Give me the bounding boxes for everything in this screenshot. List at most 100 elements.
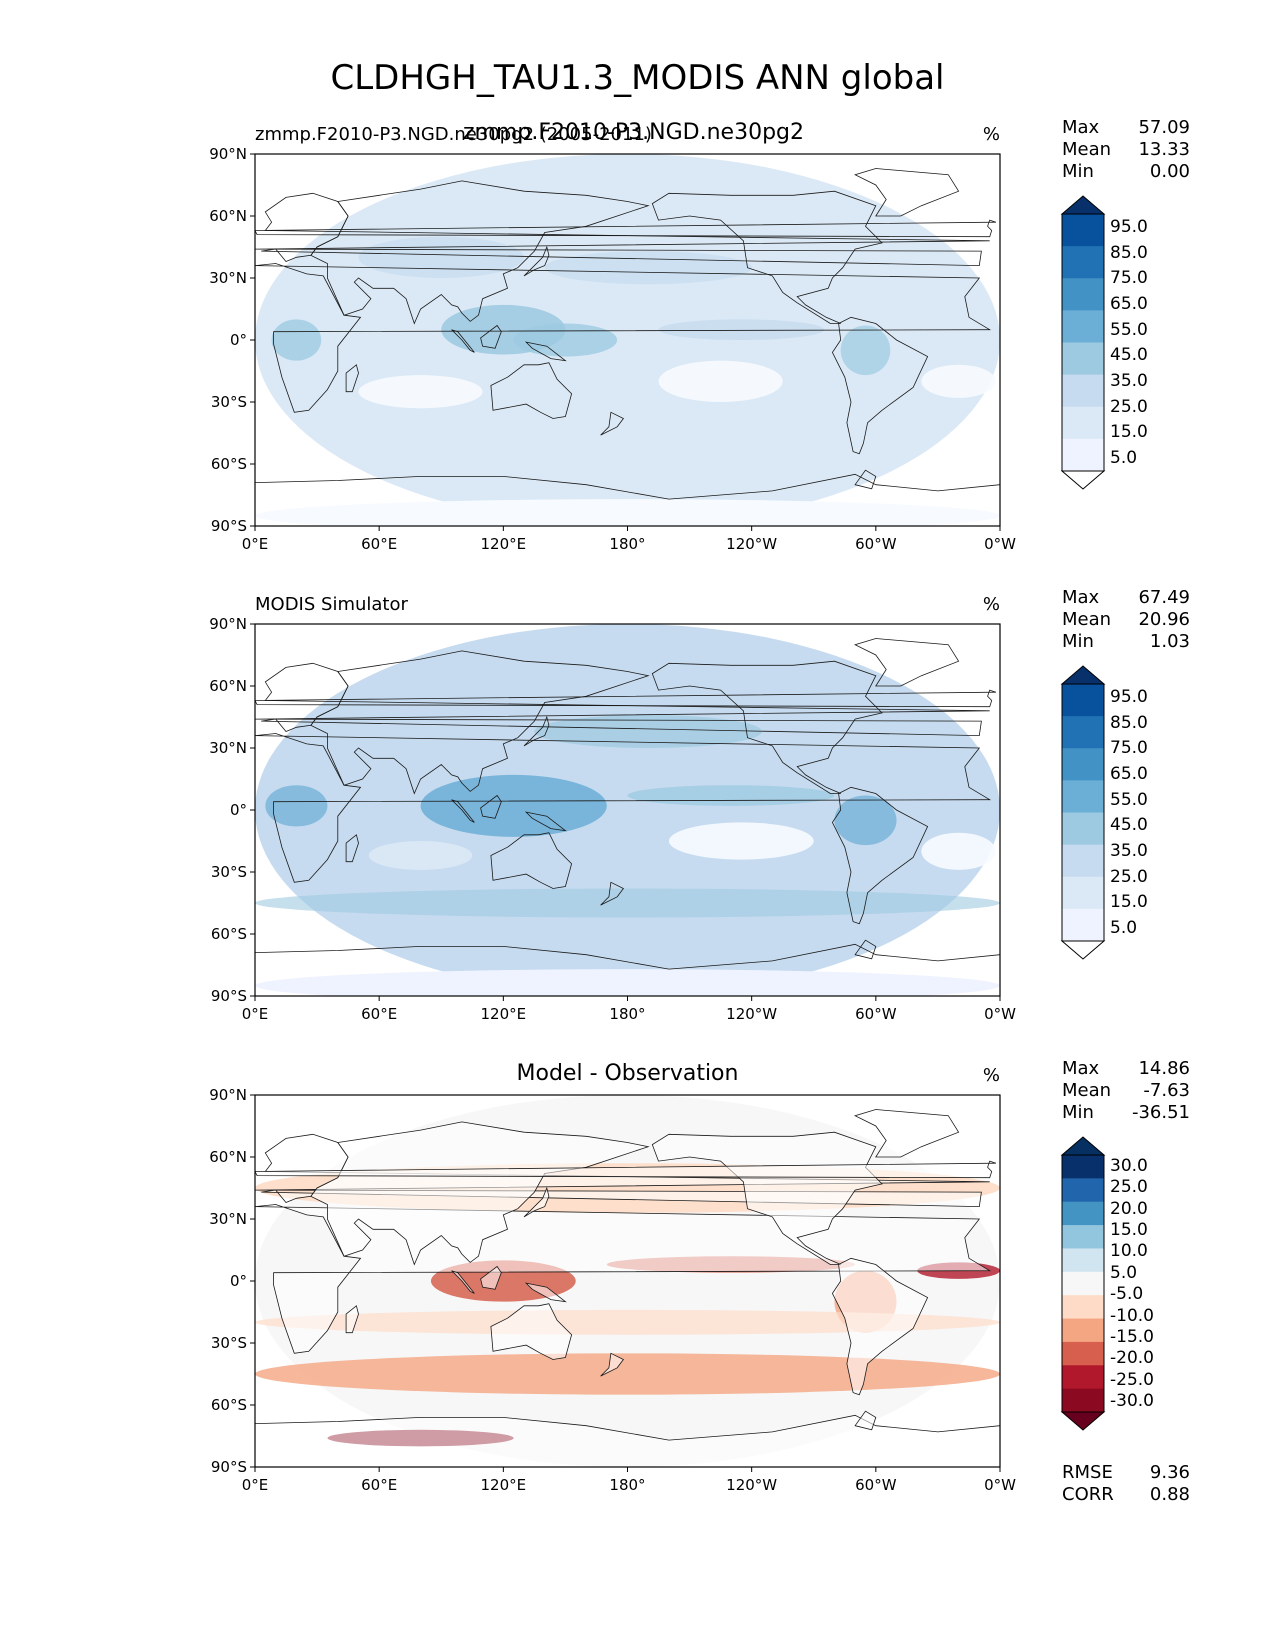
stat-value: -36.51 — [1131, 1102, 1190, 1123]
panel-center-title: zmmp.F2010-P3.NGD.ne30pg2 — [462, 120, 805, 145]
coastline-africa — [255, 1204, 992, 1354]
colorbar-swatch — [1062, 246, 1104, 279]
y-tick-label: 30°N — [209, 739, 247, 757]
field-band — [658, 319, 825, 340]
stat-label: Max — [1062, 117, 1100, 138]
field-band — [834, 795, 897, 846]
coastline-greenland — [854, 168, 960, 217]
coastline-borneo — [480, 324, 502, 349]
field-band — [420, 774, 607, 837]
x-tick-label: 180° — [609, 1005, 646, 1023]
y-tick-label: 0° — [229, 1272, 247, 1290]
bottom-stat-value: 0.88 — [1149, 1484, 1190, 1505]
panel-units: % — [982, 594, 1000, 615]
stat-label: Min — [1062, 631, 1094, 652]
colorbar-swatch — [1062, 278, 1104, 311]
stat-label: Mean — [1062, 1080, 1112, 1101]
colorbar-frame — [1061, 1154, 1105, 1413]
colorbar-difference — [1060, 1136, 1106, 1431]
colorbar-frame — [1061, 213, 1105, 472]
y-tick-label: 30°S — [210, 863, 247, 881]
colorbar-swatch — [1062, 1225, 1104, 1249]
stat-value: 13.33 — [1138, 139, 1190, 160]
coastline-madagascar — [345, 364, 359, 393]
x-tick-label: 120°E — [480, 535, 527, 553]
y-tick-label: 60°S — [210, 925, 247, 943]
colorbar-swatch — [1062, 1178, 1104, 1203]
stat-label: Max — [1062, 1058, 1100, 1079]
colorbar-label: -30.0 — [1110, 1391, 1154, 1412]
colorbar-label: -10.0 — [1110, 1305, 1154, 1326]
colorbar-swatch — [1062, 876, 1104, 910]
coastline-newguinea — [524, 811, 567, 832]
x-tick-label: 120°E — [480, 1476, 527, 1494]
x-tick-label: 120°W — [726, 1476, 778, 1494]
field-band — [255, 1353, 1000, 1395]
colorbar-label: 5.0 — [1110, 918, 1138, 939]
field-band — [265, 785, 328, 827]
field-band — [513, 323, 618, 357]
y-tick-label: 90°N — [209, 615, 247, 633]
coastline-nz — [600, 411, 625, 436]
field-band — [368, 841, 473, 870]
colorbar-swatch — [1062, 812, 1104, 846]
colorbar-label: 30.0 — [1110, 1155, 1148, 1176]
coastline-antarctica — [255, 473, 1000, 526]
stat-label: Min — [1062, 1102, 1094, 1123]
field-band — [255, 499, 1000, 526]
x-tick-label: 120°W — [726, 1005, 778, 1023]
stat-value: 20.96 — [1138, 609, 1190, 630]
coastline-uk — [255, 1160, 997, 1179]
colorbar-label: 20.0 — [1110, 1198, 1148, 1219]
colorbar-extend-min — [1060, 1411, 1106, 1431]
coastline-nz — [600, 1352, 625, 1377]
colorbar-label: -15.0 — [1110, 1327, 1154, 1348]
colorbar-swatch — [1062, 844, 1104, 878]
y-tick-label: 30°N — [209, 1210, 247, 1228]
coastline-australia — [490, 362, 573, 419]
colorbar-swatch — [1062, 908, 1104, 942]
coastline-samerica — [831, 316, 929, 455]
colorbar-label: 5.0 — [1110, 448, 1138, 469]
colorbar-label: 10.0 — [1110, 1241, 1148, 1262]
x-tick-label: 180° — [609, 1476, 646, 1494]
colorbar-swatch — [1062, 406, 1104, 440]
x-tick-label: 120°W — [726, 535, 778, 553]
coastline-madagascar — [345, 834, 359, 863]
colorbar-swatch — [1062, 438, 1104, 472]
colorbar-label: 95.0 — [1110, 686, 1148, 707]
x-tick-label: 0°W — [984, 1005, 1016, 1023]
colorbar-extend-max — [1060, 1136, 1106, 1156]
stat-label: Min — [1062, 161, 1094, 182]
x-tick-label: 0°E — [241, 1005, 269, 1023]
x-tick-label: 60°E — [361, 1005, 398, 1023]
colorbar-extend-max — [1060, 665, 1106, 685]
stat-label: Max — [1062, 587, 1100, 608]
colorbar-label: 45.0 — [1110, 345, 1148, 366]
colorbar-swatch — [1062, 1388, 1104, 1413]
coastline-madagascar — [345, 1305, 359, 1334]
x-tick-label: 0°E — [241, 535, 269, 553]
colorbar-reference — [1060, 665, 1106, 960]
colorbar-label: 25.0 — [1110, 1177, 1148, 1198]
coastline-newguinea — [524, 341, 567, 362]
bottom-stat-value: 9.36 — [1149, 1462, 1190, 1483]
colorbar-label: 75.0 — [1110, 738, 1148, 759]
colorbar-label: 85.0 — [1110, 712, 1148, 733]
stat-value: 67.49 — [1138, 587, 1190, 608]
field-reference — [255, 624, 1000, 996]
field-band — [255, 888, 1000, 918]
colorbar-label: 25.0 — [1110, 866, 1148, 887]
stat-value: 1.03 — [1149, 631, 1190, 652]
y-tick-label: 30°S — [210, 1334, 247, 1352]
field-band — [534, 714, 763, 748]
field-test — [255, 154, 1000, 526]
coastline-australia — [490, 832, 573, 889]
field-band — [358, 375, 483, 409]
colorbar-swatch — [1062, 342, 1104, 376]
coastline-greenland — [854, 1109, 960, 1158]
coastline-namerica — [651, 660, 883, 794]
x-tick-label: 120°E — [480, 1005, 527, 1023]
coastline-africa — [255, 263, 992, 413]
colorbar-label: 35.0 — [1110, 841, 1148, 862]
